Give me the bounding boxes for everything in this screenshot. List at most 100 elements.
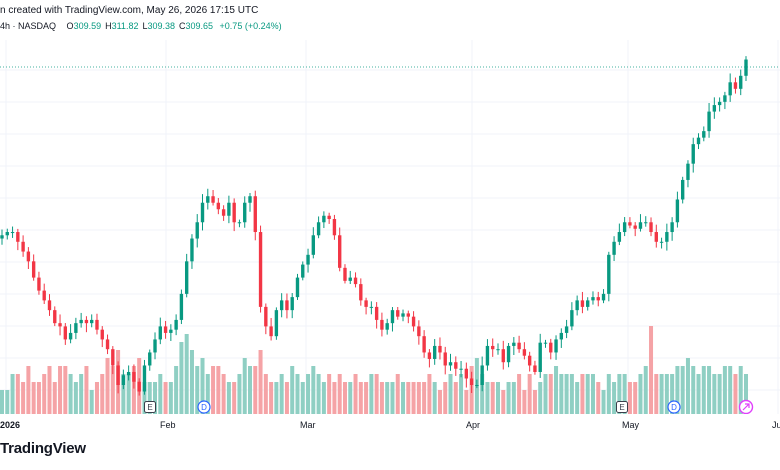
candle[interactable] xyxy=(206,188,210,210)
candle[interactable] xyxy=(343,264,347,284)
candle[interactable] xyxy=(586,297,590,311)
candle[interactable] xyxy=(37,271,41,295)
candle[interactable] xyxy=(47,294,52,316)
candle[interactable] xyxy=(517,335,521,353)
candle[interactable] xyxy=(601,289,606,304)
candle[interactable] xyxy=(295,273,300,300)
candle[interactable] xyxy=(279,293,284,318)
candle[interactable] xyxy=(184,253,189,298)
dividend-icon[interactable]: D xyxy=(667,400,681,414)
candle[interactable] xyxy=(533,360,537,375)
candle[interactable] xyxy=(612,236,616,262)
candle[interactable] xyxy=(353,272,358,288)
candle[interactable] xyxy=(21,235,25,257)
candle[interactable] xyxy=(174,314,178,336)
candle[interactable] xyxy=(190,234,194,269)
candle[interactable] xyxy=(443,346,447,375)
candle[interactable] xyxy=(311,227,316,259)
candle[interactable] xyxy=(116,361,120,394)
candle[interactable] xyxy=(390,307,395,332)
candle[interactable] xyxy=(654,224,658,248)
candle[interactable] xyxy=(438,337,442,360)
candle[interactable] xyxy=(712,97,717,119)
earnings-icon[interactable]: E xyxy=(144,401,156,413)
candle[interactable] xyxy=(111,346,115,375)
candle[interactable] xyxy=(422,330,426,358)
candle[interactable] xyxy=(733,77,738,94)
candle[interactable] xyxy=(84,316,89,333)
candle[interactable] xyxy=(622,217,627,237)
candle[interactable] xyxy=(285,293,289,319)
candle[interactable] xyxy=(396,306,400,320)
symbol-info[interactable]: 4h · NASDAQ xyxy=(0,21,57,31)
candle[interactable] xyxy=(68,324,73,344)
candle[interactable] xyxy=(42,283,46,305)
candle[interactable] xyxy=(248,193,252,212)
candle[interactable] xyxy=(427,349,432,368)
candle[interactable] xyxy=(538,333,542,378)
candle[interactable] xyxy=(559,328,564,348)
candle[interactable] xyxy=(90,314,94,328)
candle[interactable] xyxy=(53,306,57,327)
candle[interactable] xyxy=(575,295,579,316)
candle[interactable] xyxy=(459,360,463,378)
candle[interactable] xyxy=(16,228,20,251)
candle[interactable] xyxy=(665,223,669,251)
candle[interactable] xyxy=(522,342,527,360)
candle[interactable] xyxy=(649,217,653,237)
candle[interactable] xyxy=(491,338,495,357)
candle[interactable] xyxy=(195,214,199,248)
split-icon[interactable] xyxy=(738,399,754,414)
candle[interactable] xyxy=(454,356,458,376)
candle[interactable] xyxy=(527,351,532,372)
candle[interactable] xyxy=(95,313,99,335)
candle[interactable] xyxy=(638,214,643,232)
candle[interactable] xyxy=(401,309,405,322)
candle[interactable] xyxy=(702,126,706,142)
candle[interactable] xyxy=(744,56,748,81)
candle[interactable] xyxy=(63,323,68,345)
candle[interactable] xyxy=(549,338,553,360)
candle[interactable] xyxy=(591,291,595,305)
candle[interactable] xyxy=(485,339,490,371)
candle[interactable] xyxy=(659,237,664,249)
candle[interactable] xyxy=(148,349,152,371)
candle[interactable] xyxy=(617,223,622,246)
candle[interactable] xyxy=(348,270,352,285)
candle[interactable] xyxy=(332,214,337,240)
candle[interactable] xyxy=(264,303,268,335)
candle[interactable] xyxy=(633,222,637,237)
candle[interactable] xyxy=(132,364,136,389)
candle[interactable] xyxy=(675,191,680,228)
candle[interactable] xyxy=(322,211,326,229)
candle[interactable] xyxy=(216,198,221,215)
candle[interactable] xyxy=(142,359,147,395)
candle[interactable] xyxy=(364,297,368,315)
candle[interactable] xyxy=(564,319,569,339)
candle[interactable] xyxy=(380,312,384,337)
earnings-icon[interactable]: E xyxy=(616,401,628,413)
candle[interactable] xyxy=(644,216,648,227)
candle[interactable] xyxy=(411,311,416,332)
candle[interactable] xyxy=(253,190,257,241)
candle[interactable] xyxy=(464,362,469,388)
candle[interactable] xyxy=(385,318,389,335)
time-axis[interactable]: 2026 Feb Mar Apr May Ju xyxy=(0,414,780,436)
candle[interactable] xyxy=(306,248,310,273)
candle[interactable] xyxy=(126,365,131,381)
candle[interactable] xyxy=(316,216,321,239)
candle[interactable] xyxy=(290,293,294,319)
candle[interactable] xyxy=(512,337,516,355)
candle[interactable] xyxy=(374,302,379,329)
candle[interactable] xyxy=(153,332,157,360)
candle[interactable] xyxy=(211,190,215,206)
candle[interactable] xyxy=(543,339,548,348)
candle[interactable] xyxy=(200,194,205,231)
candle[interactable] xyxy=(10,226,15,238)
candle[interactable] xyxy=(506,343,511,368)
candle[interactable] xyxy=(0,229,4,245)
candle[interactable] xyxy=(5,228,9,240)
candle[interactable] xyxy=(105,334,110,355)
